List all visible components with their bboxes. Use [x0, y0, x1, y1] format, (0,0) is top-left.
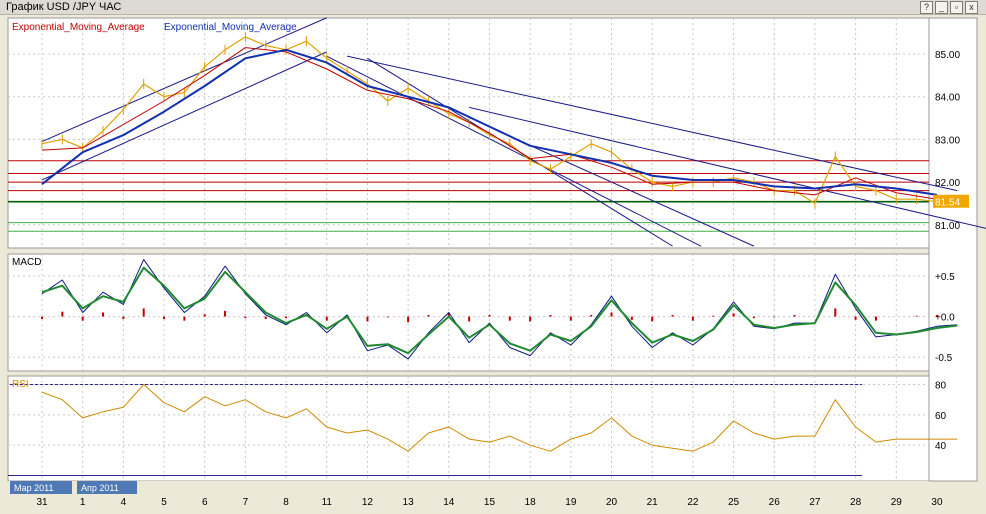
x-tick-label: 4 — [121, 497, 127, 508]
minimize-button[interactable]: _ — [935, 1, 948, 14]
trendline — [41, 51, 327, 181]
x-tick-label: 27 — [809, 497, 821, 508]
chart-canvas: 85.00 84.00 83.00 82.00 81.00 Exponential_Mov… — [7, 17, 986, 511]
x-tick-label: 12 — [362, 497, 374, 508]
last-price-badge — [933, 194, 969, 208]
month-label: Апр 2011 — [81, 483, 119, 493]
macd-tick-label: -0.5 — [935, 353, 953, 364]
x-tick-label: 8 — [283, 497, 289, 508]
window-controls: ? _ ▫ x — [920, 1, 978, 14]
ema-fast-line — [41, 47, 938, 200]
price-tick-label: 83.00 — [935, 135, 960, 146]
macd-label: MACD — [12, 257, 41, 268]
macd-tick-label: +0.5 — [935, 272, 955, 283]
time-axis-strip — [8, 481, 929, 511]
x-tick-label: 28 — [850, 497, 862, 508]
indicator-label-ema-slow: Exponential_Moving_Average — [164, 22, 297, 33]
trendline — [41, 17, 327, 142]
macd-signal-line — [41, 266, 958, 355]
x-tick-label: 1 — [80, 497, 86, 508]
panel-rsi — [7, 375, 930, 482]
rsi-tick-label: 60 — [935, 411, 947, 422]
x-tick-label: 31 — [36, 497, 48, 508]
window-title: График USD /JPY ЧАС — [6, 1, 122, 13]
close-button[interactable]: x — [965, 1, 978, 14]
month-badge — [10, 481, 72, 494]
month-badge — [77, 481, 137, 494]
x-tick-label: 14 — [443, 497, 455, 508]
x-tick-label: 20 — [606, 497, 618, 508]
panel-price — [7, 17, 930, 249]
price-tick-label: 84.00 — [935, 93, 960, 104]
month-label: Мар 2011 — [14, 483, 53, 493]
x-tick-label: 5 — [161, 497, 167, 508]
price-tick-label: 85.00 — [935, 50, 960, 61]
x-tick-label: 11 — [322, 497, 333, 508]
trendline — [497, 130, 755, 247]
price-tick-label: 81.00 — [935, 221, 960, 232]
indicator-label-ema-fast: Exponential_Moving_Average — [12, 22, 145, 33]
trendline — [346, 55, 958, 192]
x-tick-label: 19 — [565, 497, 577, 508]
rsi-label: RSI — [12, 379, 29, 390]
x-tick-label: 26 — [769, 497, 781, 508]
x-tick-label: 7 — [243, 497, 249, 508]
window-titlebar: График USD /JPY ЧАС ? _ ▫ x — [0, 0, 986, 15]
restore-button[interactable]: ▫ — [950, 1, 963, 14]
ema-slow-line — [41, 48, 938, 196]
price-tick-label: 82.00 — [935, 178, 960, 189]
x-tick-label: 21 — [647, 497, 659, 508]
trendline — [469, 106, 986, 229]
x-tick-label: 22 — [687, 497, 699, 508]
rsi-tick-label: 80 — [935, 381, 947, 392]
trendline — [326, 55, 702, 247]
x-tick-label: 18 — [525, 497, 537, 508]
x-tick-label: 29 — [891, 497, 903, 508]
macd-tick-label: +0.0 — [935, 313, 955, 324]
x-tick-label: 6 — [202, 497, 208, 508]
help-button[interactable]: ? — [920, 1, 933, 14]
panel-macd — [7, 253, 930, 372]
x-tick-label: 13 — [403, 497, 415, 508]
x-tick-label: 15 — [484, 497, 496, 508]
x-tick-label: 30 — [931, 497, 943, 508]
rsi-tick-label: 40 — [935, 441, 947, 452]
price-axis-strip — [928, 17, 978, 482]
rsi-line — [41, 384, 958, 452]
x-tick-label: 25 — [728, 497, 740, 508]
last-price-label: 81.54 — [935, 198, 960, 209]
